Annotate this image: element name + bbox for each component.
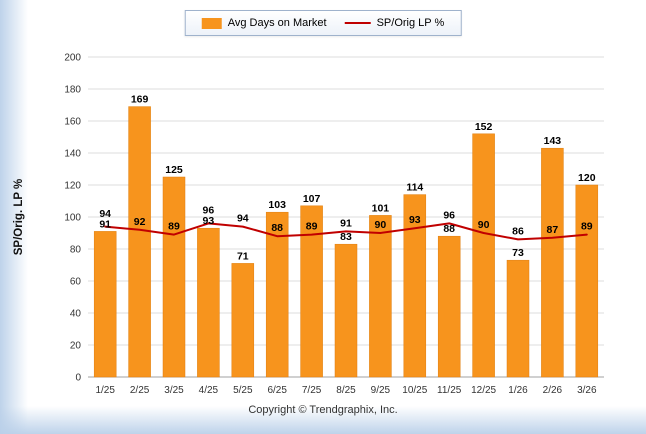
- x-tick-label: 5/25: [233, 385, 253, 396]
- line-value-label: 86: [512, 225, 524, 237]
- line-value-label: 90: [375, 219, 387, 231]
- line-value-label: 90: [478, 219, 490, 231]
- bar: [369, 215, 392, 378]
- bar: [437, 235, 461, 378]
- bar: [162, 176, 186, 378]
- y-tick-label: 20: [70, 341, 82, 352]
- y-axis-title: SP/Orig. LP %: [13, 179, 25, 255]
- bar: [506, 259, 530, 378]
- x-tick-label: 3/25: [164, 385, 184, 396]
- y-tick-label: 120: [64, 181, 81, 192]
- copyright-text: Copyright © Trendgraphix, Inc.: [248, 404, 398, 416]
- x-tick-label: 11/25: [437, 385, 462, 396]
- chart-line-group: [104, 222, 588, 241]
- line-value-label: 94: [237, 213, 249, 225]
- bar-value-label: 152: [475, 121, 493, 133]
- chart-bars-group: [93, 106, 599, 378]
- line-value-label: 94: [99, 208, 111, 220]
- trend-line: [104, 222, 588, 241]
- x-tick-label: 1/25: [95, 385, 115, 396]
- bar-value-label: 71: [237, 250, 249, 262]
- y-tick-label: 200: [64, 53, 81, 64]
- bar-value-label: 101: [372, 202, 390, 214]
- bar: [541, 147, 564, 378]
- x-tick-label: 6/25: [267, 385, 287, 396]
- chart-labels-group: 91 1/25 169 2/25 125 3/25 93 4/25 71 5/25 103 6/25 1…: [95, 94, 597, 396]
- y-tick-label: 180: [64, 85, 81, 96]
- bar: [197, 227, 220, 378]
- bar: [472, 133, 495, 378]
- bar-swatch-icon: [201, 17, 222, 29]
- x-tick-label: 1/26: [508, 385, 528, 396]
- bar-value-label: 120: [578, 172, 596, 184]
- line-value-label: 89: [581, 221, 593, 233]
- bar-value-label: 143: [544, 135, 562, 147]
- y-tick-label: 60: [70, 277, 82, 288]
- x-tick-label: 2/25: [130, 385, 150, 396]
- y-tick-label: 100: [64, 213, 81, 224]
- y-tick-label: 160: [64, 117, 81, 128]
- line-swatch-icon: [344, 22, 371, 24]
- x-tick-label: 7/25: [302, 385, 322, 396]
- legend-bar-label: Avg Days on Market: [227, 17, 327, 29]
- bar: [300, 205, 323, 378]
- line-value-label: 96: [443, 209, 455, 221]
- line-value-label: 89: [168, 221, 180, 233]
- bar-value-label: 83: [340, 231, 352, 243]
- x-tick-label: 9/25: [371, 385, 391, 396]
- line-value-label: 96: [203, 205, 215, 217]
- x-tick-label: 10/25: [402, 385, 427, 396]
- line-value-label: 88: [271, 222, 283, 234]
- x-tick-label: 12/25: [471, 385, 496, 396]
- bar: [231, 263, 255, 378]
- y-tick-label: 140: [64, 149, 81, 160]
- bar: [265, 211, 289, 378]
- x-tick-label: 4/25: [199, 385, 219, 396]
- y-tick-label: 40: [70, 309, 82, 320]
- legend-item-bar: Avg Days on Market: [201, 17, 327, 29]
- bar-value-label: 169: [131, 94, 149, 106]
- line-value-label: 87: [547, 224, 559, 236]
- legend-item-line: SP/Orig LP %: [344, 17, 445, 29]
- line-value-label: 89: [306, 221, 318, 233]
- y-tick-label: 80: [70, 245, 82, 256]
- bar-value-label: 91: [99, 218, 111, 230]
- bar: [575, 184, 599, 378]
- legend-line-label: SP/Orig LP %: [376, 17, 445, 29]
- x-tick-label: 3/26: [577, 385, 597, 396]
- bar-value-label: 73: [512, 247, 524, 259]
- bar-value-label: 125: [165, 164, 183, 176]
- bar-value-label: 93: [203, 215, 215, 227]
- line-value-label: 91: [340, 217, 352, 229]
- bar: [334, 243, 358, 378]
- bar: [128, 106, 151, 378]
- line-value-label: 92: [134, 216, 146, 228]
- x-tick-label: 2/26: [543, 385, 563, 396]
- bar: [403, 194, 427, 378]
- bar-value-label: 114: [406, 182, 423, 194]
- line-value-label: 93: [409, 214, 421, 226]
- bar-value-label: 88: [443, 223, 455, 235]
- bar-value-label: 103: [268, 199, 286, 211]
- bar-value-label: 107: [303, 193, 321, 205]
- chart-legend: Avg Days on Market SP/Orig LP %: [184, 10, 462, 36]
- x-tick-label: 8/25: [336, 385, 356, 396]
- bar: [93, 231, 117, 378]
- y-tick-label: 0: [75, 373, 81, 384]
